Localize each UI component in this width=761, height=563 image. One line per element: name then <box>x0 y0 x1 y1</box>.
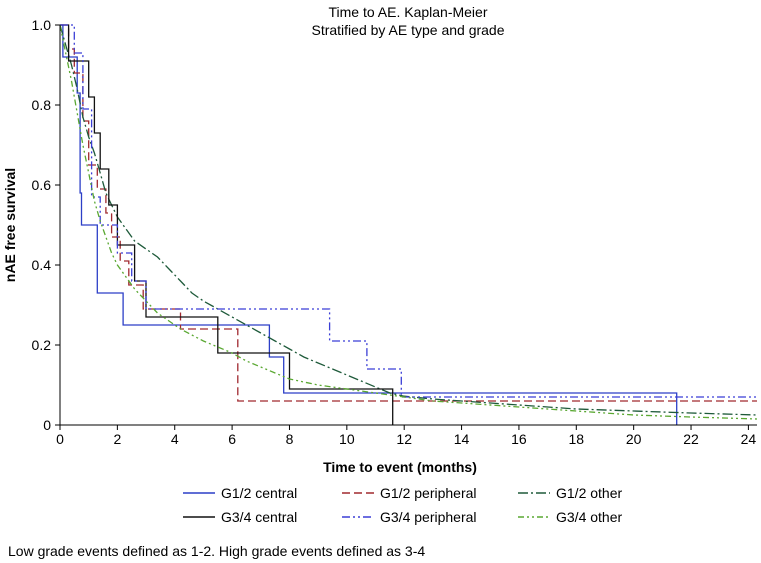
x-tick-label: 8 <box>286 431 294 447</box>
x-tick-label: 20 <box>626 431 642 447</box>
chart-title: Time to AE. Kaplan-Meier <box>329 4 488 20</box>
legend-label-6: G3/4 other <box>556 509 622 525</box>
series-line-5 <box>60 24 757 398</box>
x-tick-label: 18 <box>569 431 585 447</box>
x-tick-label: 10 <box>339 431 355 447</box>
y-tick-label: 0 <box>43 417 51 433</box>
x-tick-label: 0 <box>56 431 64 447</box>
y-tick-label: 1.0 <box>32 17 52 33</box>
x-tick-label: 12 <box>396 431 412 447</box>
legend-label-5: G3/4 peripheral <box>380 509 477 525</box>
x-tick-label: 2 <box>113 431 121 447</box>
x-tick-label: 14 <box>454 431 470 447</box>
chart-subtitle: Stratified by AE type and grade <box>311 22 504 38</box>
legend: G1/2 central G1/2 peripheral G1/2 other G3/… <box>183 485 622 525</box>
x-axis-title: Time to event (months) <box>323 459 477 475</box>
y-tick-label: 0.4 <box>32 257 52 273</box>
series-line-4 <box>60 24 394 425</box>
y-tick-label: 0.6 <box>32 177 52 193</box>
x-tick-label: 4 <box>171 431 179 447</box>
footnote: Low grade events defined as 1-2. High gr… <box>8 543 425 559</box>
y-tick-label: 0.8 <box>32 97 52 113</box>
series-layer <box>59 24 758 425</box>
x-tick-label: 24 <box>741 431 757 447</box>
x-tick-label: 6 <box>228 431 236 447</box>
y-ticks: 0 0.2 0.4 0.6 0.8 1.0 <box>32 17 60 433</box>
y-axis-title: nAE free survival <box>2 168 18 282</box>
x-tick-label: 22 <box>683 431 699 447</box>
legend-label-3: G1/2 other <box>556 485 622 501</box>
x-ticks: 0 2 4 6 8 10 12 14 16 18 20 22 24 <box>56 425 756 447</box>
y-tick-label: 0.2 <box>32 337 52 353</box>
series-line-3 <box>59 24 758 416</box>
x-tick-label: 16 <box>511 431 527 447</box>
legend-label-4: G3/4 central <box>221 509 297 525</box>
series-line-2 <box>60 24 757 402</box>
legend-label-2: G1/2 peripheral <box>380 485 477 501</box>
legend-label-1: G1/2 central <box>221 485 297 501</box>
series-line-1 <box>60 24 678 425</box>
series-line-6 <box>59 24 758 420</box>
